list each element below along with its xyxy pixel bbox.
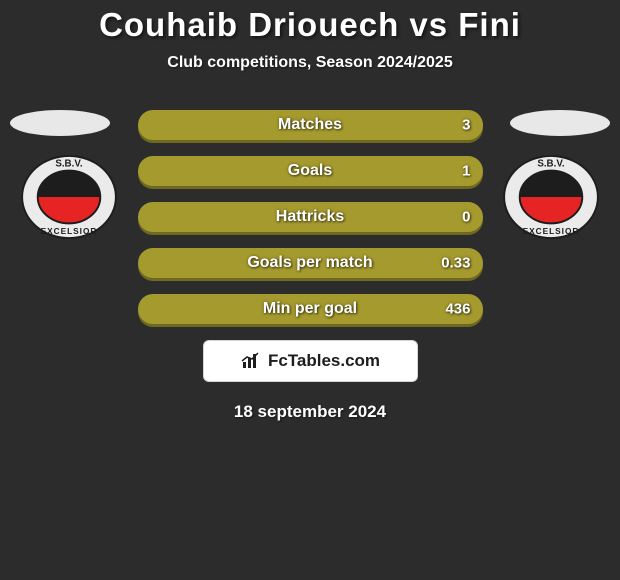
svg-text:EXCELSIOR: EXCELSIOR bbox=[523, 226, 580, 236]
svg-text:EXCELSIOR: EXCELSIOR bbox=[41, 226, 98, 236]
stats-area: S.B.V. EXCELSIOR S.B.V. EXCELSIOR Matche… bbox=[0, 110, 620, 422]
club-badge-right: S.B.V. EXCELSIOR bbox=[502, 154, 600, 240]
stat-row-goals: Goals 1 bbox=[138, 156, 483, 186]
club-badge-left: S.B.V. EXCELSIOR bbox=[20, 154, 118, 240]
date-text: 18 september 2024 bbox=[0, 402, 620, 422]
stat-value-right: 1 bbox=[462, 163, 470, 180]
player2-oval bbox=[510, 110, 610, 136]
stat-value-right: 436 bbox=[445, 301, 470, 318]
page-title: Couhaib Driouech vs Fini bbox=[0, 0, 620, 44]
page-subtitle: Club competitions, Season 2024/2025 bbox=[0, 54, 620, 72]
stat-row-goals-per-match: Goals per match 0.33 bbox=[138, 248, 483, 278]
stat-label: Goals per match bbox=[247, 254, 372, 272]
stat-value-right: 0 bbox=[462, 209, 470, 226]
svg-text:S.B.V.: S.B.V. bbox=[537, 159, 565, 170]
stat-value-right: 3 bbox=[462, 117, 470, 134]
svg-text:S.B.V.: S.B.V. bbox=[55, 159, 83, 170]
stat-row-hattricks: Hattricks 0 bbox=[138, 202, 483, 232]
stat-label: Hattricks bbox=[276, 208, 344, 226]
stat-value-right: 0.33 bbox=[441, 255, 470, 272]
comparison-page: Couhaib Driouech vs Fini Club competitio… bbox=[0, 0, 620, 580]
brand-box: FcTables.com bbox=[203, 340, 418, 382]
stat-label: Min per goal bbox=[263, 300, 357, 318]
stat-row-matches: Matches 3 bbox=[138, 110, 483, 140]
stats-column: Matches 3 Goals 1 Hattricks 0 Goals per … bbox=[138, 110, 483, 324]
stat-label: Goals bbox=[288, 162, 332, 180]
brand-text: FcTables.com bbox=[268, 351, 380, 371]
stat-row-min-per-goal: Min per goal 436 bbox=[138, 294, 483, 324]
bars-icon bbox=[240, 352, 262, 370]
stat-label: Matches bbox=[278, 116, 342, 134]
player1-oval bbox=[10, 110, 110, 136]
